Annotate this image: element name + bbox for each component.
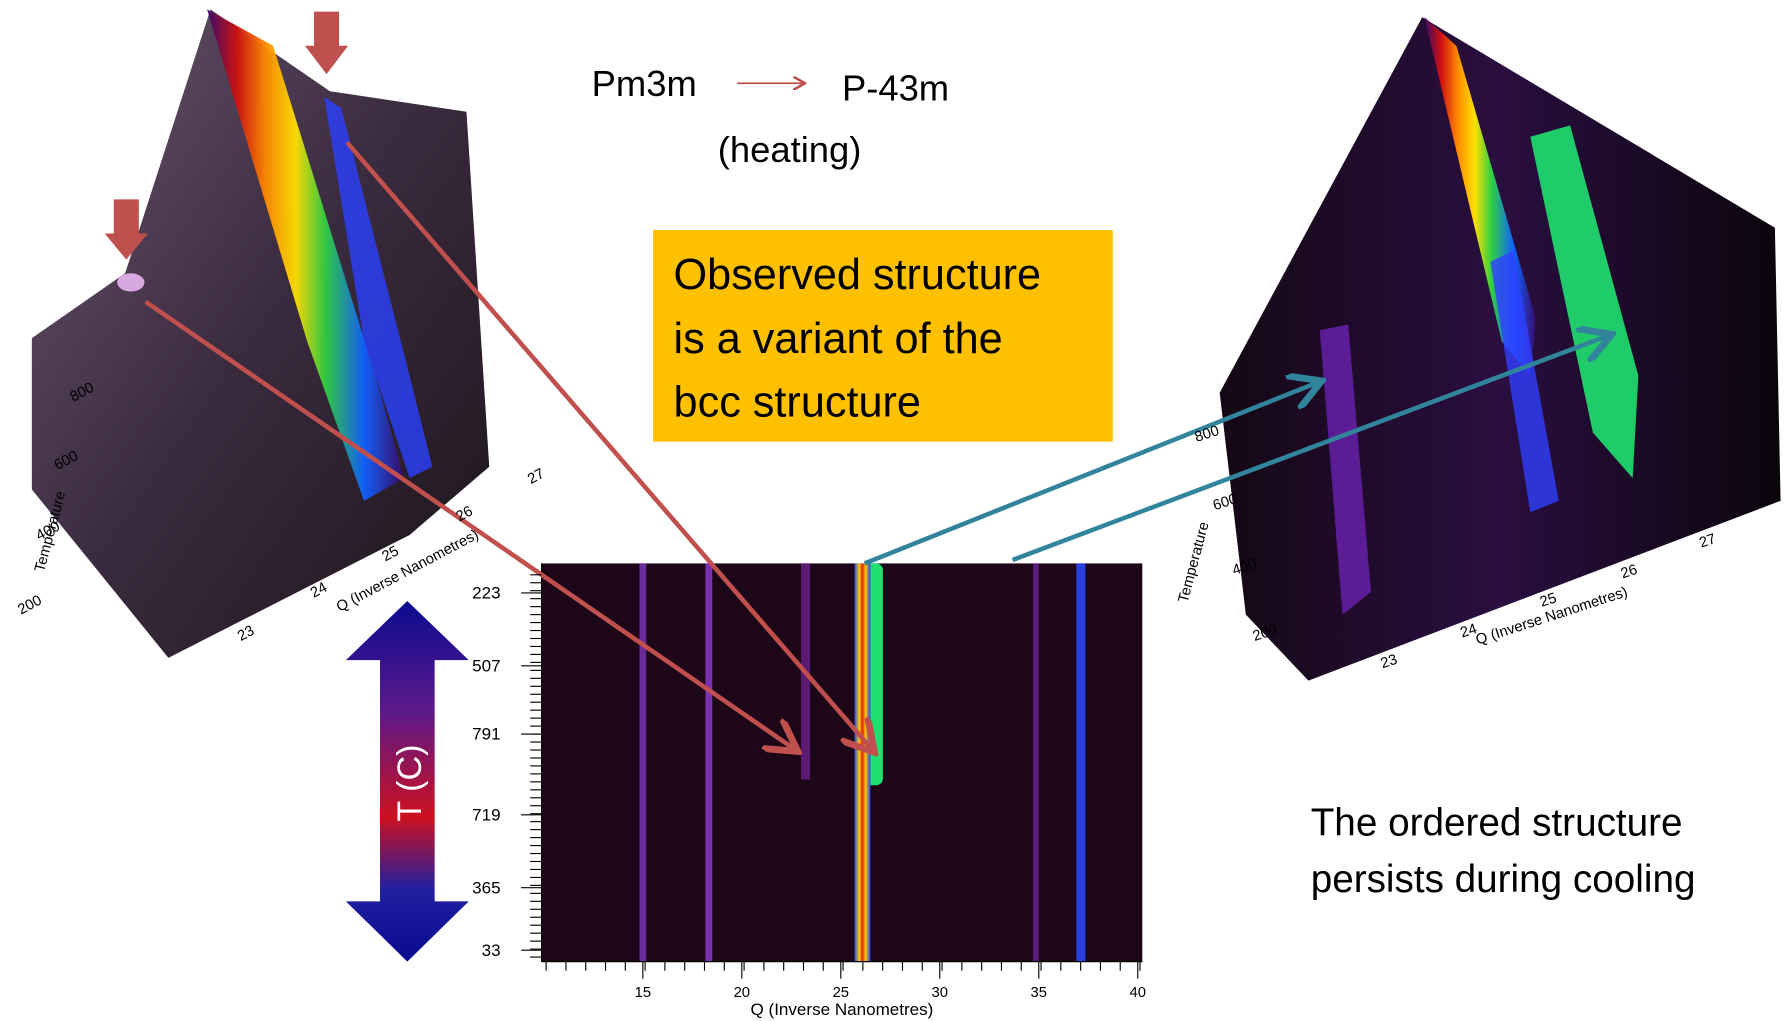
- page: { "reaction": {"from": "Pm3m", "to": "P-…: [0, 0, 1784, 1021]
- phase-to: P-43m: [842, 67, 949, 108]
- x-tick-label: 26: [1619, 562, 1640, 582]
- x-tick-label: 23: [1379, 652, 1400, 672]
- x-tick-label: 25: [833, 985, 849, 1001]
- phase-condition: (heating): [718, 129, 862, 170]
- note-line: persists during cooling: [1311, 858, 1696, 901]
- y-tick-label: 33: [482, 941, 501, 960]
- y-axis-label: Temperature: [1176, 520, 1213, 604]
- y-tick-label: 800: [1193, 423, 1221, 446]
- marker-arrow: [305, 12, 348, 75]
- cooling-surface: [1220, 17, 1781, 680]
- peak-line: [639, 563, 646, 961]
- peak: [117, 273, 144, 291]
- x-tick-label: 15: [635, 985, 651, 1001]
- callout-line: Observed structure: [674, 251, 1042, 299]
- peak-line: [854, 563, 870, 961]
- x-tick-label: 40: [1130, 985, 1146, 1001]
- y-tick-label: 365: [472, 878, 500, 897]
- x-tick-label: 27: [525, 466, 547, 488]
- y-tick-label: 200: [15, 593, 44, 619]
- slide: Q (Inverse Nanometres) T (C) Pm3m P-43m …: [0, 0, 1784, 1021]
- peak-line: [705, 563, 712, 961]
- phase-from: Pm3m: [592, 63, 697, 104]
- callout-line: is a variant of the: [674, 315, 1003, 363]
- y-tick-label: 719: [472, 806, 500, 825]
- callout-line: bcc structure: [674, 379, 921, 427]
- x-axis-label: Q (Inverse Nanometres): [751, 1000, 934, 1019]
- y-tick-label: 507: [472, 656, 500, 675]
- x-tick-label: 35: [1031, 985, 1047, 1001]
- temperature-label: T (C): [391, 744, 429, 821]
- x-tick-label: 20: [734, 985, 750, 1001]
- peak-line: [1033, 563, 1039, 961]
- y-tick-label: 223: [472, 584, 500, 603]
- x-tick-label: 26: [454, 503, 476, 525]
- peak-line: [1076, 563, 1085, 961]
- x-tick-label: 27: [1697, 531, 1718, 551]
- map-area: [542, 563, 1143, 961]
- x-tick-label: 23: [235, 623, 257, 645]
- map-plot: Q (Inverse Nanometres): [542, 563, 1143, 1019]
- surface: [1220, 17, 1781, 680]
- x-tick-label: 30: [932, 985, 948, 1001]
- y-tick-label: 791: [472, 725, 500, 744]
- note-line: The ordered structure: [1311, 801, 1683, 844]
